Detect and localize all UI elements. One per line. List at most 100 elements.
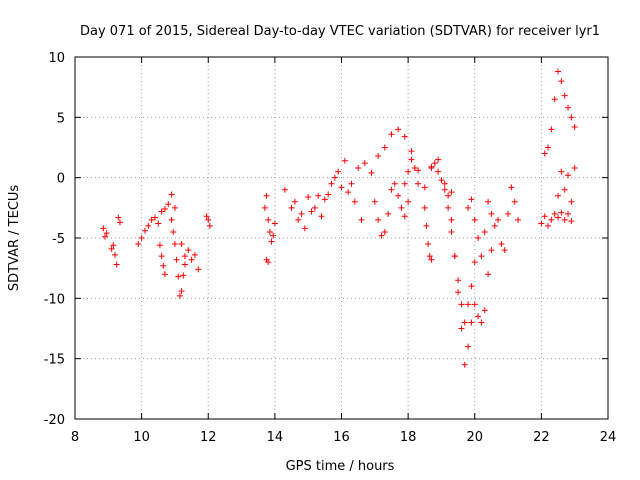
data-point <box>295 216 302 223</box>
x-tick-label: 24 <box>600 430 617 445</box>
series-track-p <box>445 192 495 368</box>
data-point <box>178 288 185 295</box>
data-point <box>206 222 213 229</box>
data-point <box>435 168 442 175</box>
data-point <box>401 180 408 187</box>
data-point <box>270 232 277 239</box>
data-point <box>495 216 502 223</box>
data-point <box>381 228 388 235</box>
data-point <box>170 228 177 235</box>
data-point <box>168 216 175 223</box>
data-point <box>261 204 268 211</box>
data-point <box>548 126 555 133</box>
data-point <box>488 210 495 217</box>
data-point <box>361 160 368 167</box>
data-point <box>158 253 165 260</box>
x-tick-labels: 8 10 12 14 16 18 20 22 24 <box>71 430 616 445</box>
data-point <box>445 204 452 211</box>
data-point <box>451 253 458 260</box>
data-point <box>505 210 512 217</box>
data-point <box>448 228 455 235</box>
data-point <box>358 216 365 223</box>
data-point <box>431 160 438 167</box>
data-point <box>515 216 522 223</box>
data-point <box>568 198 575 205</box>
x-tick-label: 14 <box>267 430 284 445</box>
data-point <box>545 144 552 151</box>
data-point <box>395 192 402 199</box>
series-track-t <box>555 165 578 205</box>
data-point <box>305 193 312 200</box>
data-point <box>168 191 175 198</box>
series-track-h <box>261 192 278 245</box>
data-point <box>301 225 308 232</box>
data-point <box>435 156 442 163</box>
data-point <box>351 198 358 205</box>
data-point <box>115 214 122 221</box>
data-point <box>426 253 433 260</box>
data-point <box>271 220 278 227</box>
series-track-r <box>538 209 575 229</box>
data-point <box>415 180 422 187</box>
data-point <box>555 214 562 221</box>
x-tick-label: 22 <box>533 430 550 445</box>
data-point <box>571 165 578 172</box>
data-point <box>565 210 572 217</box>
series-track-d <box>156 242 168 278</box>
data-point <box>475 235 482 241</box>
data-point <box>551 210 558 217</box>
data-point <box>481 228 488 235</box>
data-point <box>425 241 432 248</box>
data-point <box>471 216 478 223</box>
data-point <box>341 157 348 164</box>
data-point <box>161 271 168 278</box>
data-point <box>485 271 492 278</box>
data-point <box>171 204 178 211</box>
data-point <box>135 241 142 248</box>
y-tick-label: -15 <box>44 353 65 368</box>
data-point <box>191 251 198 258</box>
data-point <box>180 272 187 279</box>
data-point <box>448 189 455 196</box>
series-track-g <box>203 213 213 229</box>
data-point <box>485 198 492 205</box>
x-tick-label: 10 <box>133 430 150 445</box>
data-point <box>368 169 375 176</box>
data-point <box>375 152 382 159</box>
y-tick-label: -5 <box>52 232 65 247</box>
data-point <box>441 186 448 193</box>
data-point <box>178 241 185 248</box>
data-point <box>156 242 163 249</box>
data-point <box>265 216 272 223</box>
data-point <box>113 261 120 268</box>
data-point <box>328 180 335 187</box>
data-point <box>335 168 342 175</box>
data-point <box>311 204 318 211</box>
data-point <box>188 256 195 263</box>
data-point <box>185 247 192 254</box>
data-point <box>488 247 495 254</box>
data-point <box>561 216 568 223</box>
data-point <box>478 253 485 260</box>
data-point <box>408 148 415 155</box>
data-point <box>468 319 475 326</box>
data-point <box>266 228 273 235</box>
y-tick-label: 0 <box>57 172 65 187</box>
data-point <box>555 192 562 199</box>
data-point <box>558 78 565 85</box>
series-track-o <box>428 160 478 326</box>
x-tick-label: 20 <box>466 430 483 445</box>
data-point <box>331 174 338 181</box>
data-point <box>205 216 212 223</box>
data-point <box>571 123 578 130</box>
data-point <box>110 242 117 249</box>
data-point <box>291 198 298 205</box>
data-point <box>401 213 408 220</box>
data-point <box>195 266 202 273</box>
data-point <box>325 191 332 198</box>
y-tick-label: 5 <box>57 111 65 126</box>
data-point <box>448 216 455 223</box>
series-track-q <box>465 184 522 260</box>
data-point <box>471 259 478 266</box>
